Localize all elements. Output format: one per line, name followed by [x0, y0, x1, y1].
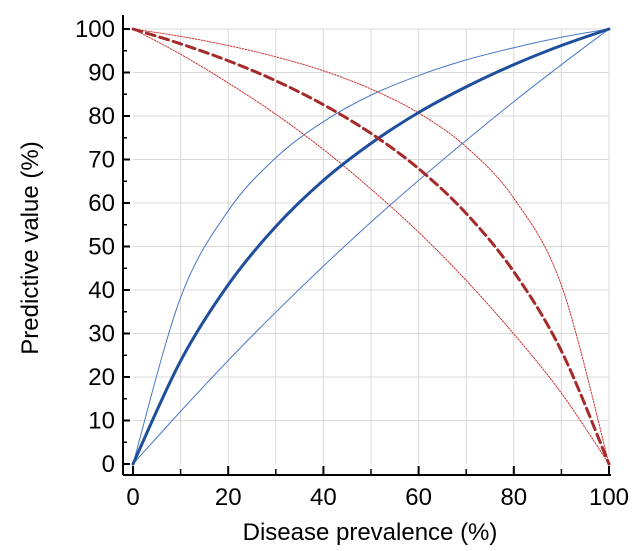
x-axis-label: Disease prevalence (%)	[243, 519, 498, 546]
y-axis-label: Predictive value (%)	[17, 141, 44, 354]
series-line-1	[132, 28, 610, 465]
series-line-5	[132, 28, 610, 465]
axes	[122, 15, 611, 476]
y-tick-label: 100	[75, 16, 115, 43]
y-tick-label: 40	[88, 277, 115, 304]
y-tick-label: 20	[88, 364, 115, 391]
y-tick-label: 90	[88, 60, 115, 87]
x-tick-label: 60	[405, 484, 432, 511]
x-tick-label: 20	[215, 484, 242, 511]
tick-labels: 0 10 20 30 40 50 60 70 80 90 100 0 20 40 60 80 100	[75, 16, 629, 511]
x-tick-label: 80	[500, 484, 527, 511]
series-line-3	[131, 27, 611, 466]
series-line-0	[131, 27, 611, 466]
series-lines	[131, 27, 611, 466]
y-tick-label: 0	[102, 451, 115, 478]
y-tick-label: 50	[88, 234, 115, 261]
x-tick-label: 100	[589, 484, 629, 511]
y-tick-label: 60	[88, 190, 115, 217]
x-tick-label: 40	[310, 484, 337, 511]
y-tick-label: 80	[88, 103, 115, 130]
y-tick-label: 30	[88, 321, 115, 348]
series-line-2	[132, 28, 610, 465]
y-tick-label: 10	[88, 408, 115, 435]
series-line-4	[132, 28, 610, 465]
x-tick-label: 0	[126, 484, 139, 511]
y-tick-label: 70	[88, 147, 115, 174]
